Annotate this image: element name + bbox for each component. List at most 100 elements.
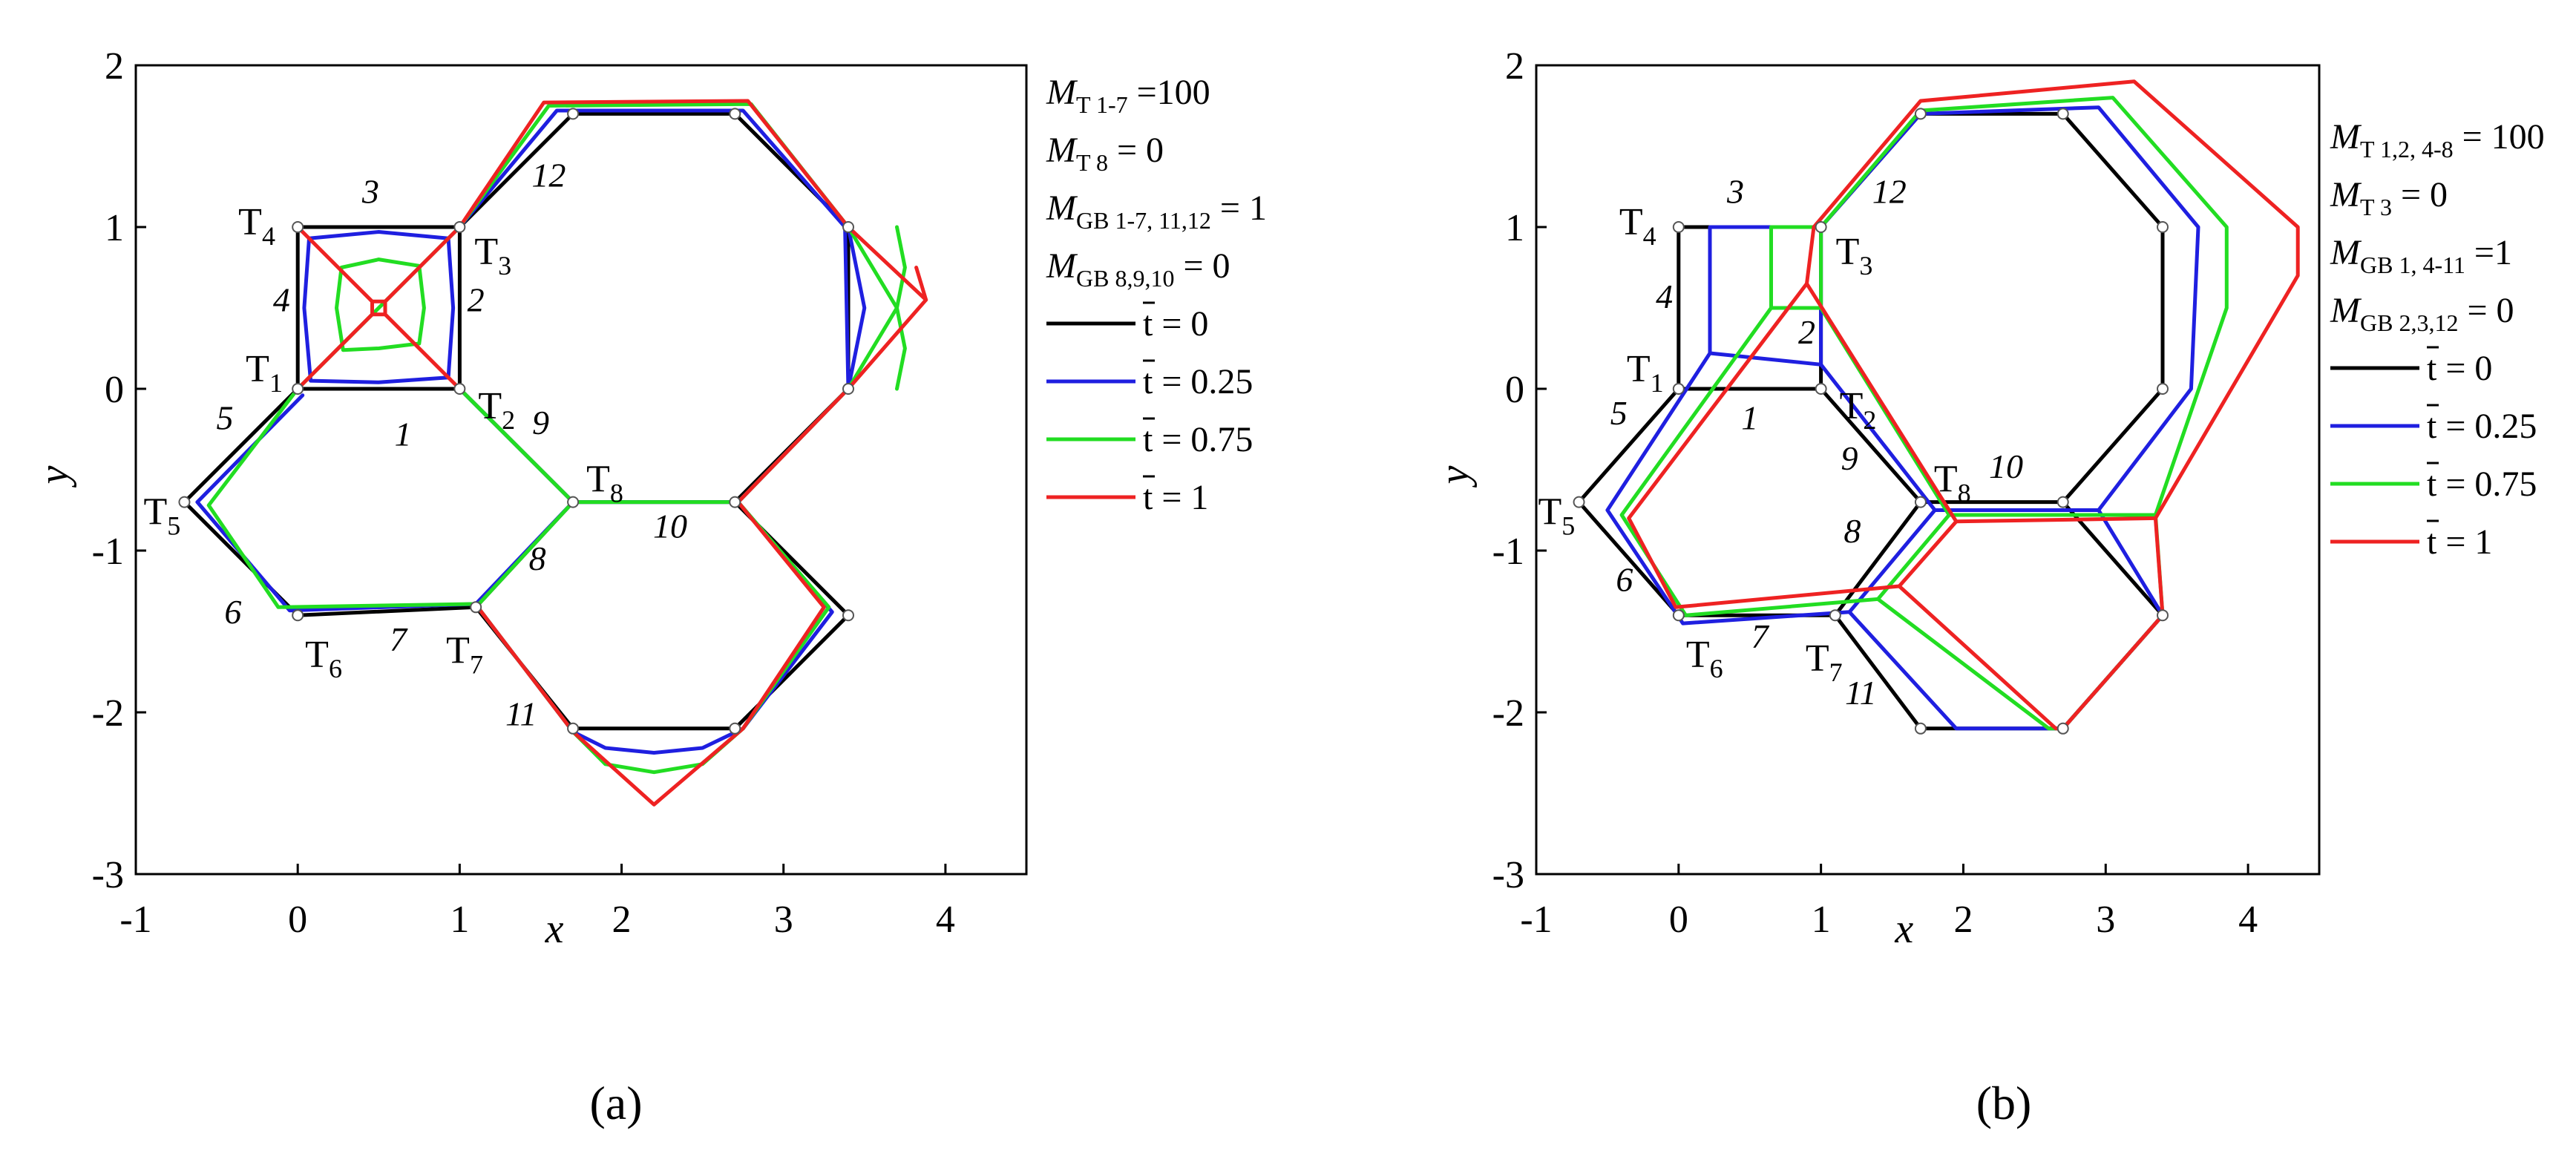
series-line-t-1 bbox=[457, 99, 928, 505]
y-tick-label: 0 bbox=[105, 369, 124, 411]
grain-label: 4 bbox=[273, 280, 290, 318]
plot-frame bbox=[134, 64, 1028, 876]
series-line-t-075 bbox=[206, 387, 478, 609]
grain-label: 12 bbox=[531, 157, 566, 194]
grain-label: 2 bbox=[1798, 313, 1815, 351]
node-label-t8: T8 bbox=[586, 459, 623, 508]
grain-label: 7 bbox=[1751, 617, 1770, 655]
node-marker bbox=[1815, 383, 1827, 395]
y-tick-label: -3 bbox=[1492, 854, 1524, 896]
y-tick-label: -2 bbox=[92, 692, 124, 735]
panel-label-a: (a) bbox=[589, 1077, 642, 1129]
grain-label: 3 bbox=[1726, 172, 1744, 210]
node-label-t4: T4 bbox=[238, 201, 275, 251]
plot-frame bbox=[1535, 64, 2321, 876]
node-label-t1: T1 bbox=[246, 348, 283, 398]
legend-entry: t = 0.75 bbox=[2427, 465, 2537, 504]
node-marker bbox=[1829, 609, 1841, 622]
grain-label: 3 bbox=[361, 172, 379, 210]
parameter-label: MT 1,2, 4-8 = 100 bbox=[2330, 117, 2545, 163]
grain-label: 8 bbox=[529, 539, 546, 577]
node-label-t5: T5 bbox=[1538, 491, 1576, 541]
node-label-t6: T6 bbox=[1686, 634, 1723, 683]
y-tick-label: -1 bbox=[92, 531, 124, 573]
node-label-t7: T7 bbox=[1806, 637, 1843, 687]
series-line-t-1 bbox=[295, 312, 374, 391]
series-line-t-075 bbox=[895, 306, 907, 391]
y-tick-label: 1 bbox=[1505, 207, 1524, 249]
node-marker bbox=[292, 221, 304, 233]
parameter-label: MGB 1-7, 11,12 = 1 bbox=[1046, 188, 1267, 234]
grain-label: 2 bbox=[468, 280, 485, 318]
node-marker bbox=[842, 383, 854, 395]
node-label-t4: T4 bbox=[1619, 201, 1656, 251]
series-line-t-025 bbox=[846, 225, 867, 391]
node-marker bbox=[842, 221, 854, 233]
node-marker bbox=[292, 383, 304, 395]
y-tick-label: 2 bbox=[1505, 45, 1524, 88]
legend-entry: t = 0.25 bbox=[2427, 407, 2537, 446]
node-label-t2: T2 bbox=[478, 385, 515, 435]
grain-label: 9 bbox=[1841, 439, 1858, 477]
grain-label: 1 bbox=[1741, 399, 1758, 437]
x-tick-label: 0 bbox=[1669, 899, 1688, 941]
parameter-label: MT 1-7 =100 bbox=[1046, 73, 1210, 118]
node-marker bbox=[2157, 383, 2169, 395]
grain-label: 10 bbox=[653, 508, 687, 545]
y-axis-label: y bbox=[1432, 465, 1478, 488]
parameter-label: MT 3 = 0 bbox=[2330, 175, 2448, 220]
grain-label: 6 bbox=[1616, 561, 1633, 599]
series-line-t-1 bbox=[1805, 225, 1816, 286]
node-marker bbox=[1573, 496, 1585, 508]
node-label-t1: T1 bbox=[1627, 348, 1664, 398]
node-marker bbox=[178, 496, 191, 508]
node-label-t3: T3 bbox=[1836, 231, 1873, 280]
node-marker bbox=[453, 221, 466, 233]
x-tick-label: 2 bbox=[612, 899, 632, 941]
legend-entry: t = 0 bbox=[2427, 349, 2492, 388]
node-marker bbox=[729, 108, 741, 120]
node-label-t7: T7 bbox=[446, 629, 483, 679]
y-tick-label: 0 bbox=[1505, 369, 1524, 411]
x-tick-label: 3 bbox=[774, 899, 793, 941]
node-label-t8: T8 bbox=[1934, 459, 1971, 508]
y-tick-label: -1 bbox=[1492, 531, 1524, 573]
grain-label: 8 bbox=[1843, 512, 1861, 550]
grain-label: 12 bbox=[1872, 172, 1907, 210]
parameter-label: MGB 8,9,10 = 0 bbox=[1046, 246, 1230, 292]
y-tick-label: -3 bbox=[92, 854, 124, 896]
x-axis-label: x bbox=[545, 906, 564, 952]
series-line-t-1 bbox=[477, 500, 826, 807]
node-marker bbox=[1914, 496, 1927, 508]
node-marker bbox=[1815, 221, 1827, 233]
node-marker bbox=[1914, 108, 1927, 120]
node-label-t2: T2 bbox=[1840, 385, 1877, 435]
series-line-t-025 bbox=[1605, 351, 1937, 626]
series-line-t-025 bbox=[195, 390, 575, 613]
grain-label: 10 bbox=[1989, 447, 2023, 485]
node-marker bbox=[470, 601, 482, 614]
series-line-t-0 bbox=[1577, 387, 1923, 617]
series-line-t-075 bbox=[295, 102, 899, 505]
grain-label: 1 bbox=[395, 415, 412, 453]
node-marker bbox=[2056, 496, 2069, 508]
series-line-t-1 bbox=[914, 266, 928, 302]
node-marker bbox=[453, 383, 466, 395]
node-marker bbox=[567, 108, 580, 120]
x-tick-label: -1 bbox=[119, 899, 151, 941]
series-line-t-0 bbox=[457, 111, 851, 505]
grain-label: 9 bbox=[532, 404, 549, 442]
node-marker bbox=[292, 609, 304, 622]
grain-label: 5 bbox=[1610, 394, 1628, 432]
grain-label: 5 bbox=[217, 399, 234, 437]
grain-label: 11 bbox=[505, 695, 537, 732]
y-axis-label: y bbox=[31, 465, 77, 488]
series-line-t-075 bbox=[457, 387, 575, 609]
series-line-t-075 bbox=[1619, 306, 1951, 617]
series-line-t-1 bbox=[383, 225, 462, 303]
parameter-label: MGB 2,3,12 = 0 bbox=[2330, 291, 2514, 336]
grain-label: 4 bbox=[1656, 278, 1673, 315]
parameter-label: MT 8 = 0 bbox=[1046, 131, 1164, 176]
